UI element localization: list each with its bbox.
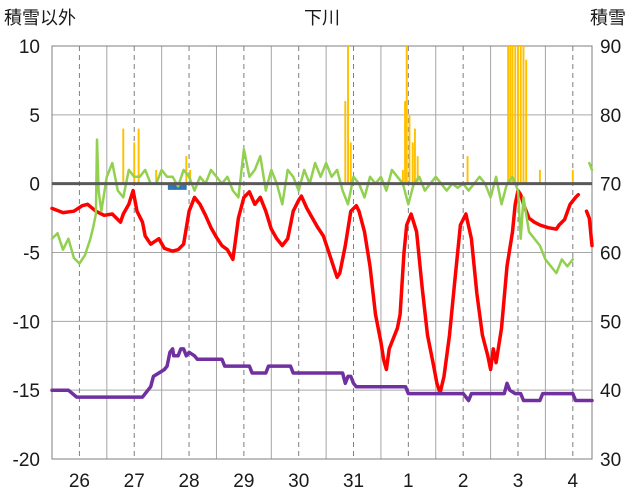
x-tick-label: 4 [568, 471, 579, 492]
temperature_line-series [50, 188, 581, 395]
precip-bar [522, 46, 525, 184]
precip-bar [525, 59, 528, 184]
precip-bar [511, 46, 514, 184]
left-tick-label: -10 [13, 312, 40, 333]
right-tick-label: 70 [600, 175, 621, 196]
precip-bar [507, 46, 510, 184]
x-tick-label: 2 [458, 471, 469, 492]
right-axis-ticks: 90 80 70 60 50 40 30 [600, 37, 621, 471]
left-tick-label: 5 [29, 106, 40, 127]
right-axis-label: 積雪 [590, 8, 626, 29]
precip-bar [405, 46, 408, 184]
precip-bar [122, 128, 125, 184]
precip-bar [401, 169, 404, 184]
blue-mark [171, 183, 176, 190]
precip-bar [137, 128, 140, 184]
left-tick-label: 10 [19, 37, 40, 58]
right-tick-label: 90 [600, 37, 621, 58]
x-tick-label: 28 [178, 471, 199, 492]
right-tick-label: 50 [600, 312, 621, 333]
precip-bar [509, 46, 512, 184]
x-tick-label: 27 [124, 471, 145, 492]
right-tick-label: 40 [600, 381, 621, 402]
left-axis-label: 積雪以外 [4, 8, 76, 29]
precip-bar [349, 142, 352, 184]
blue-mark [167, 183, 172, 190]
precip-bar [571, 169, 574, 184]
precip-bar [514, 46, 517, 184]
blue-mark [182, 183, 187, 190]
x-tick-label: 1 [403, 471, 414, 492]
left-axis-ticks: 10 5 0 -5 -10 -15 -20 [13, 37, 40, 471]
right-tick-label: 60 [600, 244, 621, 265]
right-tick-label: 30 [600, 450, 621, 471]
x-axis-ticks: 26 27 28 29 30 31 1 2 3 4 [69, 471, 579, 492]
precip-bar [404, 101, 407, 184]
precip-bar [517, 46, 519, 184]
x-tick-label: 29 [233, 471, 254, 492]
x-tick-label: 30 [288, 471, 309, 492]
precip-bar [408, 114, 411, 184]
precipitation-bars [122, 46, 574, 184]
precip-bar [519, 46, 522, 184]
precip-bar [155, 169, 158, 184]
blue-mark [178, 183, 183, 190]
precip-bar [413, 128, 416, 184]
x-tick-label: 31 [343, 471, 364, 492]
precip-bar [538, 169, 541, 184]
precip-bar [411, 142, 414, 184]
right-tick-label: 80 [600, 106, 621, 127]
chart-title: 下川 [304, 8, 340, 29]
left-tick-label: -15 [13, 381, 40, 402]
precip-bar [344, 101, 347, 184]
x-tick-label: 26 [69, 471, 90, 492]
x-tick-label: 3 [513, 471, 524, 492]
temperature_line_tail-series [584, 209, 594, 248]
left-tick-label: -20 [13, 450, 40, 471]
precip-bar [466, 156, 469, 184]
left-tick-label: -5 [23, 244, 40, 265]
precip-bar [185, 156, 188, 184]
plot-area [51, 45, 593, 460]
left-tick-label: 0 [29, 175, 40, 196]
green_line_tail-series [588, 161, 594, 172]
snow_depth_line-series [50, 347, 594, 403]
precip-bar [416, 156, 419, 184]
precip-bar [347, 46, 349, 184]
precip-bar [133, 142, 136, 184]
